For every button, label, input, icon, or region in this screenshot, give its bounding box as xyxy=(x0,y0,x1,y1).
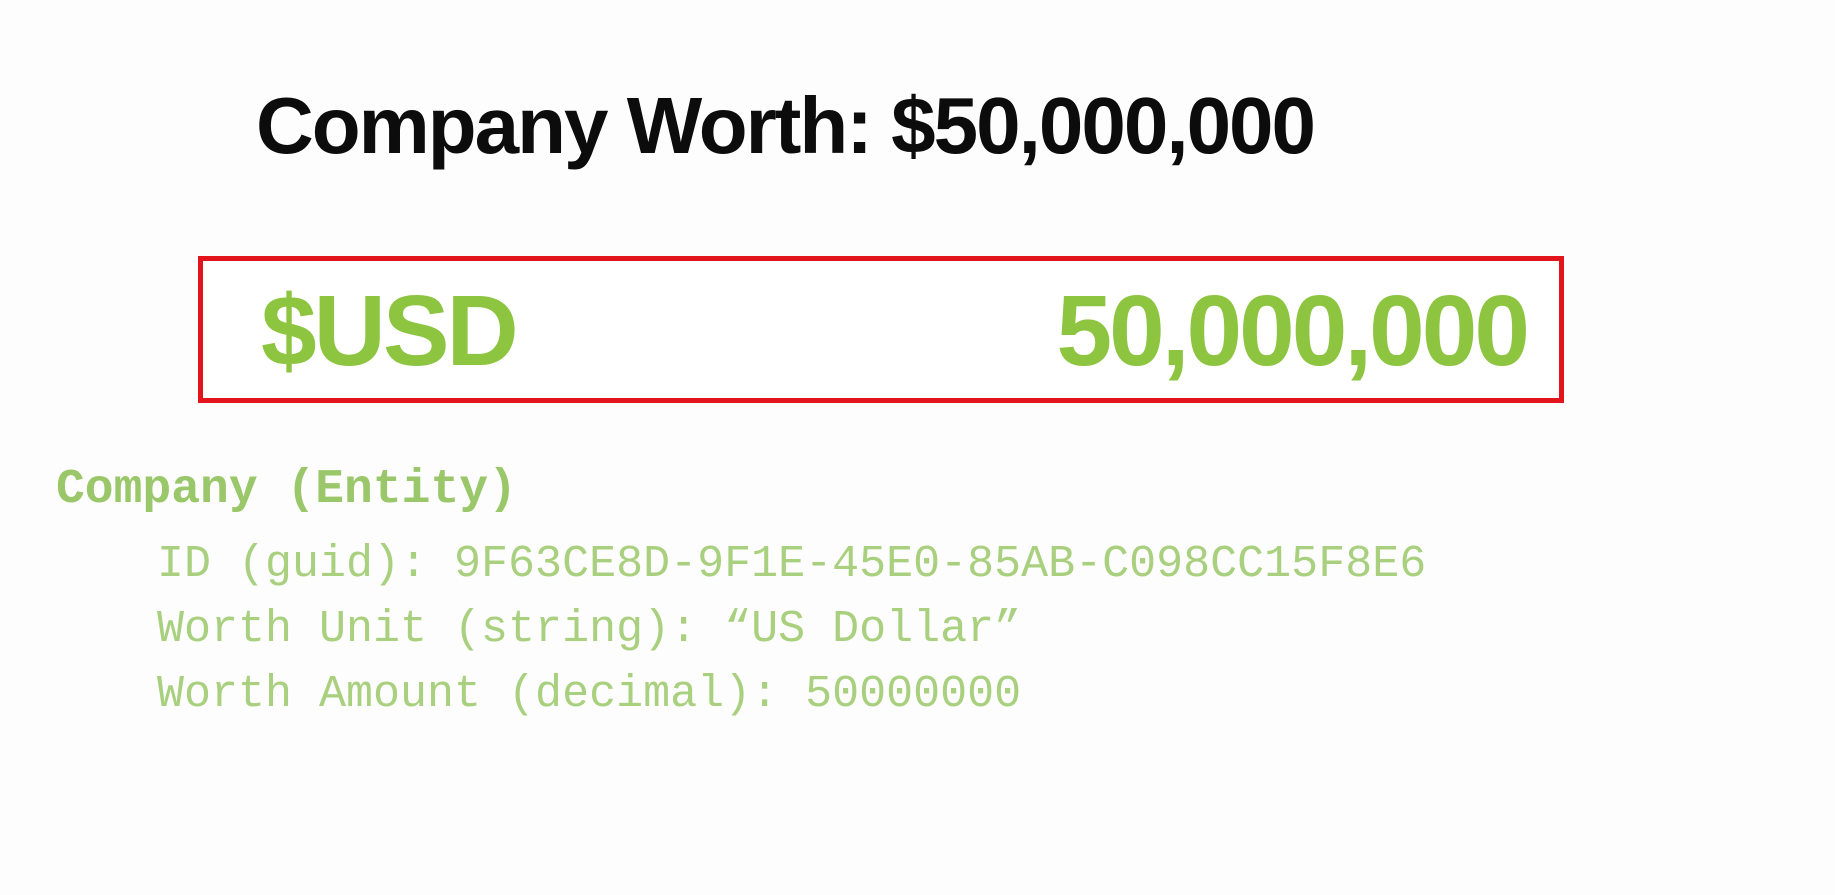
page-title: Company Worth: $50,000,000 xyxy=(256,81,1316,170)
entity-field-id: ID (guid): 9F63CE8D-9F1E-45E0-85AB-C098C… xyxy=(157,539,1427,590)
entity-field-list: ID (guid): 9F63CE8D-9F1E-45E0-85AB-C098C… xyxy=(56,532,1426,727)
entity-field-worth-unit: Worth Unit (string): “US Dollar” xyxy=(157,604,1022,655)
entity-name: Company (Entity) xyxy=(56,463,517,517)
worth-amount-label: 50,000,000 xyxy=(1056,275,1530,387)
entity-definition: Company (Entity) ID (guid): 9F63CE8D-9F1… xyxy=(56,466,1426,727)
worth-unit-label: $USD xyxy=(261,275,519,387)
worth-highlight-box: $USD 50,000,000 xyxy=(198,256,1564,403)
entity-field-worth-amount: Worth Amount (decimal): 50000000 xyxy=(157,669,1022,720)
